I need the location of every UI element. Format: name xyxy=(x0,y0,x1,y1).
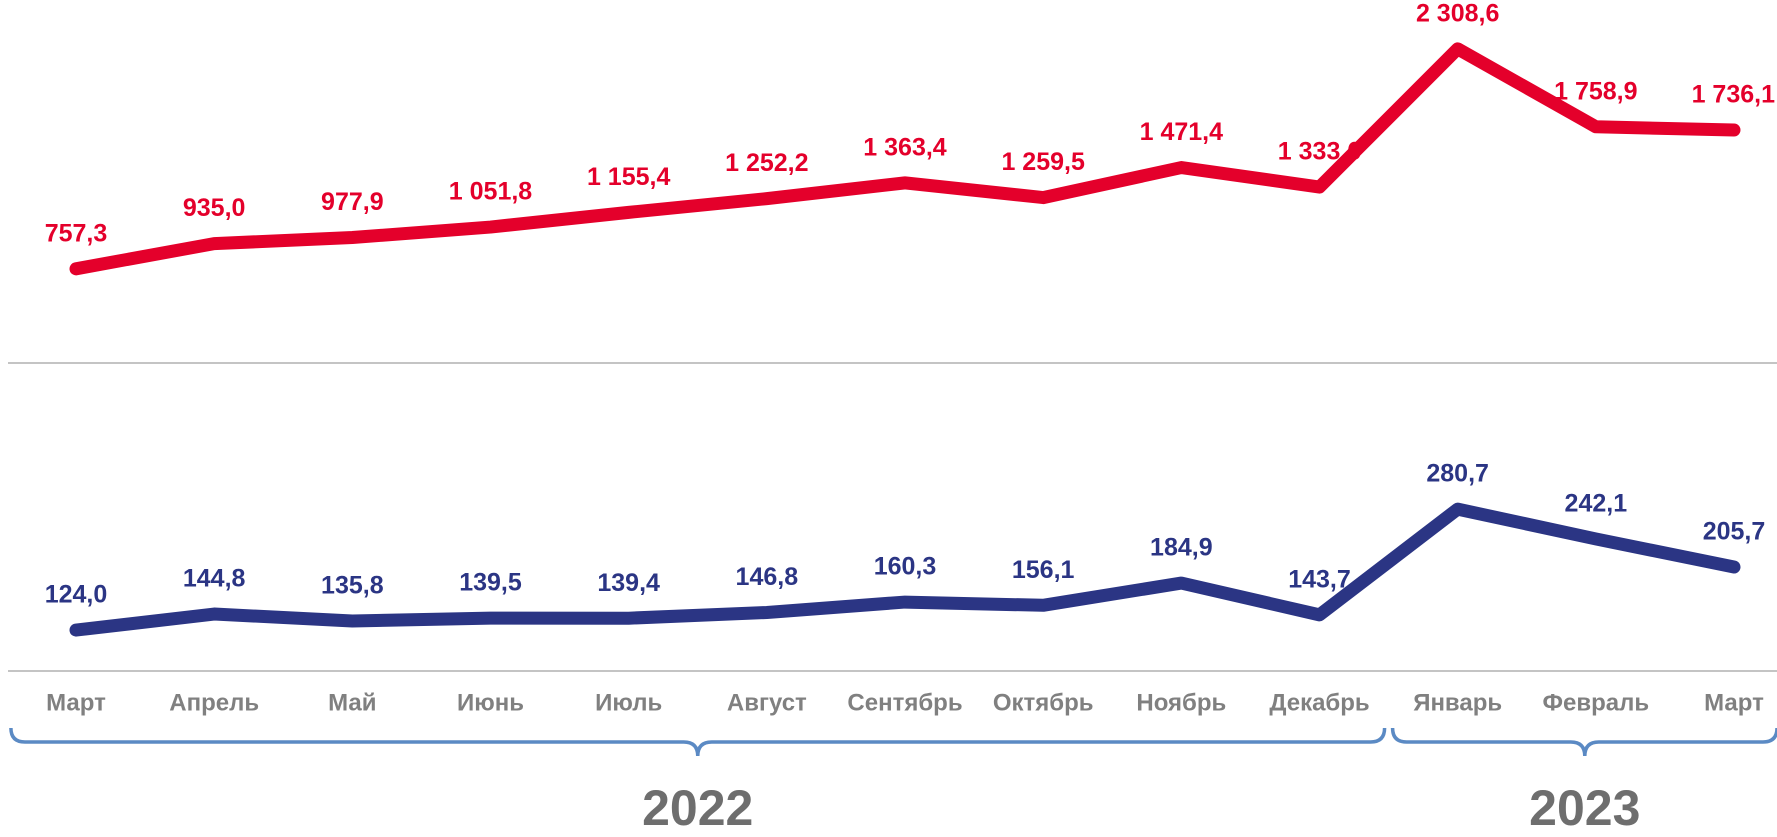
data-label: 139,5 xyxy=(459,569,522,597)
year-brace xyxy=(1390,727,1777,757)
data-label: 935,0 xyxy=(183,194,246,222)
x-tick-label: Май xyxy=(328,689,376,716)
x-tick-label: Апрель xyxy=(169,689,259,716)
x-tick-label: Июнь xyxy=(457,689,524,716)
data-line xyxy=(69,42,1741,276)
x-tick-label: Август xyxy=(727,689,807,716)
data-label: 143,7 xyxy=(1288,565,1351,593)
data-label: 184,9 xyxy=(1150,534,1213,562)
x-tick-label: Сентябрь xyxy=(847,689,962,716)
data-label: 135,8 xyxy=(321,572,384,600)
data-label: 139,4 xyxy=(597,569,660,597)
x-tick-label: Декабрь xyxy=(1269,689,1369,716)
data-label: 1 736,1 xyxy=(1692,81,1776,109)
year-label: 2022 xyxy=(642,780,753,836)
data-label: 1 252,2 xyxy=(725,149,808,177)
data-label: 1 471,4 xyxy=(1140,118,1224,146)
year-label: 2023 xyxy=(1529,780,1640,836)
x-tick-label: Март xyxy=(46,689,106,716)
data-label: 1 363,4 xyxy=(863,133,947,161)
x-tick-label: Ноябрь xyxy=(1136,689,1226,716)
x-tick-label: Октябрь xyxy=(993,689,1094,716)
data-label: 757,3 xyxy=(45,219,108,247)
data-label: 144,8 xyxy=(183,565,246,593)
data-label: 160,3 xyxy=(874,553,937,581)
data-label: 124,0 xyxy=(45,581,108,609)
data-label: 146,8 xyxy=(736,563,799,591)
data-label: 1 333,6 xyxy=(1278,138,1361,166)
data-label: 1 259,5 xyxy=(1001,148,1085,176)
data-label: 2 308,6 xyxy=(1416,0,1499,27)
data-label: 242,1 xyxy=(1565,490,1628,518)
data-label: 280,7 xyxy=(1426,460,1489,488)
x-tick-label: Июль xyxy=(595,689,662,716)
data-line xyxy=(69,502,1741,637)
x-tick-label: Март xyxy=(1704,689,1764,716)
data-label: 1 155,4 xyxy=(587,163,671,191)
data-label: 1 051,8 xyxy=(449,178,533,206)
data-label: 156,1 xyxy=(1012,556,1075,584)
x-tick-label: Февраль xyxy=(1543,689,1650,716)
data-label: 1 758,9 xyxy=(1554,77,1637,105)
year-brace xyxy=(9,727,1387,757)
data-label: 977,9 xyxy=(321,188,384,216)
x-tick-label: Январь xyxy=(1413,689,1502,716)
data-label: 205,7 xyxy=(1703,518,1766,546)
